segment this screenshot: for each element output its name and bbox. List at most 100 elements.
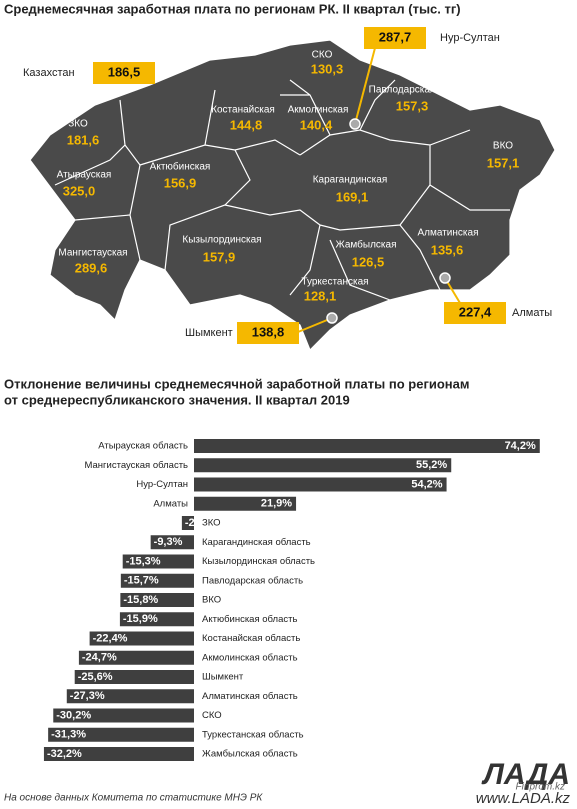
value-label: 74,2%: [505, 440, 536, 452]
region-name: ВКО: [493, 141, 513, 152]
category-label: Алматы: [153, 498, 188, 509]
bar: [48, 727, 194, 742]
bar: [120, 573, 194, 588]
bar: [194, 458, 452, 473]
value-label: 21,9%: [261, 498, 292, 510]
logo: ЛАДА: [481, 758, 570, 791]
value-box: [237, 322, 299, 344]
region-name: ЗКО: [68, 119, 88, 130]
value-label: -15,7%: [124, 575, 159, 587]
category-label: Жамбылская область: [202, 749, 298, 760]
category-label: Костанайская область: [202, 633, 300, 644]
category-label: Акмолинская область: [202, 652, 298, 663]
bar: [150, 535, 194, 550]
bar: [120, 593, 194, 607]
region-value: 325,0: [63, 183, 96, 198]
category-label: ВКО: [202, 595, 221, 606]
value-label: -31,3%: [51, 729, 86, 741]
category-label: Алматинская область: [202, 691, 298, 702]
region-value: 140,4: [300, 117, 333, 132]
region-value: 138,8: [252, 324, 285, 339]
region-name: Карагандинская: [313, 175, 388, 186]
region-value: 126,5: [352, 254, 385, 269]
region-value: 287,7: [379, 29, 412, 44]
region-name: Кызылординская: [182, 235, 261, 246]
category-label: СКО: [202, 710, 222, 721]
category-label: Павлодарская область: [202, 575, 303, 586]
region-value: 169,1: [336, 189, 369, 204]
region-value: 157,1: [487, 155, 520, 170]
region-name: Костанайская: [211, 105, 275, 116]
value-label: -9,3%: [154, 536, 183, 548]
value-label: 55,2%: [416, 459, 447, 471]
region-name: Мангистауская: [58, 248, 127, 259]
value-label: -24,7%: [82, 652, 117, 664]
map-markers: [297, 47, 461, 333]
bar: [194, 496, 297, 511]
category-label: Шымкент: [202, 672, 244, 683]
value-label: -27,3%: [70, 690, 105, 702]
value-label: -2,6%: [185, 517, 214, 529]
value-label: -15,9%: [123, 613, 158, 625]
value-box: [93, 62, 155, 84]
bar: [78, 650, 194, 665]
bar: [43, 747, 194, 761]
bar: [53, 708, 194, 723]
map-shape: [29, 39, 556, 352]
region-value: 181,6: [67, 132, 100, 147]
category-label: Туркестанская область: [202, 729, 304, 740]
category-label: Актюбинская область: [202, 614, 297, 625]
region-value: 157,3: [396, 98, 429, 113]
region-name: Нур-Султан: [440, 32, 500, 44]
region-value: 144,8: [230, 117, 263, 132]
region-value: 135,6: [431, 242, 464, 257]
value-label: -15,3%: [126, 555, 161, 567]
bar-title: Отклонение величины среднемесячной зараб…: [4, 376, 470, 391]
region-name: Акмолинская: [288, 105, 349, 116]
value-label: 54,2%: [411, 478, 442, 490]
bar: [181, 516, 194, 530]
bar: [119, 612, 194, 627]
category-label: Атырауская область: [98, 441, 188, 452]
value-label: -32,2%: [47, 748, 82, 760]
bar: [74, 670, 194, 684]
bar: [122, 554, 194, 569]
region-name: Шымкент: [185, 327, 233, 339]
region-name: Атырауская: [57, 170, 112, 181]
region-value: 130,3: [311, 61, 344, 76]
region-value: 289,6: [75, 260, 108, 275]
region-name: СКО: [312, 50, 333, 61]
region-name: Алматинская: [418, 228, 479, 239]
value-label: -15,8%: [123, 594, 158, 606]
region-name: Казахстан: [23, 67, 75, 79]
category-label: Кызылординская область: [202, 556, 315, 567]
region-name: Туркестанская: [301, 277, 368, 288]
source: На основе данных Комитета по статистике …: [4, 793, 263, 804]
region-value: 128,1: [304, 288, 337, 303]
region-value: 186,5: [108, 64, 141, 79]
bar: [66, 689, 194, 704]
category-label: ЗКО: [202, 518, 221, 529]
region-value: 157,9: [203, 249, 236, 264]
value-label: -30,2%: [56, 709, 91, 721]
value-label: -22,4%: [93, 632, 128, 644]
value-box: [364, 27, 426, 49]
value-box: [444, 302, 506, 324]
category-label: Мангистауская область: [85, 460, 189, 471]
category-label: Карагандинская область: [202, 537, 311, 548]
site: www.LADA.kz: [476, 790, 571, 807]
map-title: Среднемесячная заработная плата по регио…: [4, 1, 461, 16]
region-value: 156,9: [164, 175, 197, 190]
bar: [89, 631, 194, 646]
region-name: Павлодарская: [369, 85, 436, 96]
bar: [194, 477, 447, 492]
region-name: Актюбинская: [150, 161, 211, 173]
region-name: Алматы: [512, 307, 552, 319]
region-value: 227,4: [459, 304, 492, 319]
value-label: -25,6%: [78, 671, 113, 683]
bar: [194, 439, 540, 453]
region-name: Жамбылская: [336, 239, 397, 251]
category-label: Нур-Султан: [136, 479, 188, 490]
partner: Finprom.kz: [516, 782, 565, 793]
